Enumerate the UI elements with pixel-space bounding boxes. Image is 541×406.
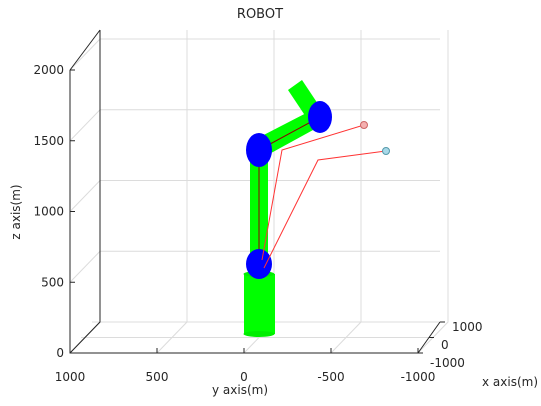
robot-joint [246,133,272,167]
chart-title: ROBOT [237,7,283,22]
robot-joint [246,249,272,279]
robot-base [244,274,275,334]
x-tick-label: 1000 [452,320,483,334]
z-tick-label: 0 [56,346,64,360]
y-tick-label: 0 [240,370,248,384]
y-tick-label: 1000 [55,370,86,384]
robot-joint [308,101,332,133]
y-tick-label: -500 [317,370,344,384]
target-point [383,148,390,155]
y-axis-label: y axis(m) [212,383,268,397]
z-tick-label: 2000 [33,63,64,77]
z-tick-label: 1500 [33,134,64,148]
y-tick-label: 500 [146,370,169,384]
x-axis-label: x axis(m) [482,375,538,389]
z-tick-label: 500 [41,275,64,289]
z-tick-label: 1000 [33,205,64,219]
x-tick-label: 0 [441,338,449,352]
z-axis-label: z axis(m) [9,184,23,239]
robot-base-bottom [244,331,275,337]
target-point [361,122,368,129]
y-tick-label: -1000 [401,370,436,384]
x-tick-label: -1000 [430,356,465,370]
figure: ROBOT y axis(m) x axis(m) z axis(m) 0 500… [0,0,541,402]
